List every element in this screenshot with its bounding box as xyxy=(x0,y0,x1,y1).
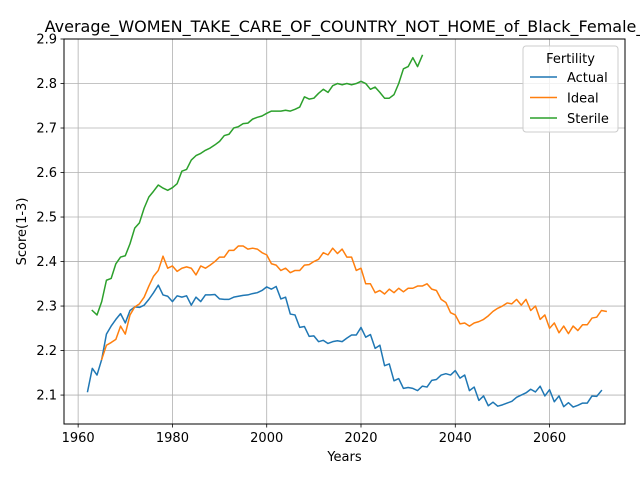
y-tick-label: 2.8 xyxy=(36,77,57,92)
x-tick-label: 1960 xyxy=(62,431,95,446)
legend-items: Actual Ideal Sterile xyxy=(530,71,609,127)
legend-label-sterile: Sterile xyxy=(567,112,609,127)
y-tick-label: 2.2 xyxy=(36,344,57,359)
x-tick-label: 1980 xyxy=(156,431,189,446)
x-tick-label: 2060 xyxy=(533,431,566,446)
y-tick-label: 2.9 xyxy=(36,33,57,48)
x-axis-title: Years xyxy=(326,450,362,465)
legend: Fertility Actual Ideal Sterile xyxy=(522,45,619,133)
legend-label-ideal: Ideal xyxy=(567,92,599,107)
x-tick-label: 2040 xyxy=(439,431,472,446)
axes-frame xyxy=(63,38,626,425)
legend-box xyxy=(522,45,619,133)
legend-title: Fertility xyxy=(546,52,595,67)
y-tick-label: 2.1 xyxy=(36,389,57,404)
y-tick-label: 2.5 xyxy=(36,211,57,226)
series-line-actual xyxy=(86,284,603,408)
series-line-ideal xyxy=(100,245,608,361)
legend-label-actual: Actual xyxy=(567,71,608,86)
y-tick-label: 2.4 xyxy=(36,255,57,270)
x-tick-label: 2000 xyxy=(250,431,283,446)
y-tick-label: 2.6 xyxy=(36,166,57,181)
y-axis-title: Score(1-3) xyxy=(15,198,30,266)
chart-title: Average_WOMEN_TAKE_CARE_OF_COUNTRY_NOT_H… xyxy=(45,17,640,37)
series-group xyxy=(86,54,608,408)
y-tick-label: 2.7 xyxy=(36,122,57,137)
y-tick-label: 2.3 xyxy=(36,300,57,315)
x-tick-label: 2020 xyxy=(344,431,377,446)
ticks: 1960 1980 2000 2020 2040 2060 2.1 2.2 2.3 2.4 2.5 2… xyxy=(36,33,566,447)
series-line-sterile xyxy=(91,54,424,316)
